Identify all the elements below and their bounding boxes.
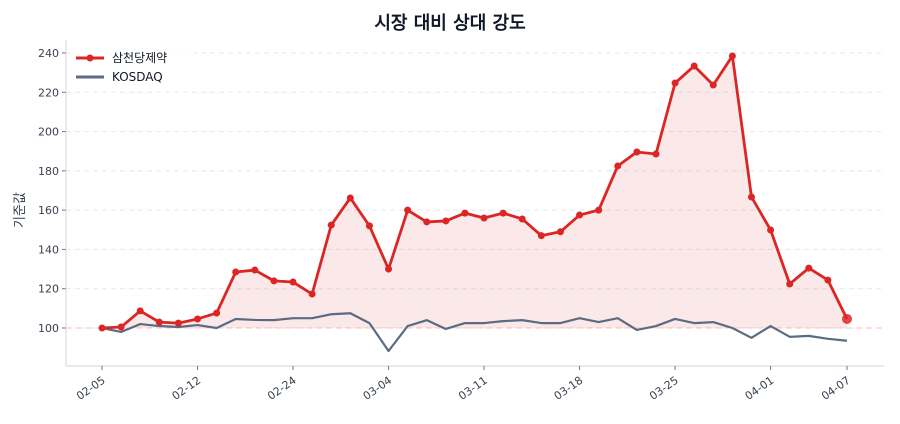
stock-point <box>671 79 679 87</box>
stock-point <box>251 266 259 274</box>
x-tick-label: 02-24 <box>265 374 299 403</box>
stock-point <box>728 52 736 60</box>
stock-point <box>709 81 717 89</box>
stock-point <box>786 280 794 288</box>
x-tick-label: 02-12 <box>170 374 204 403</box>
series-lines <box>98 52 852 353</box>
stock-point <box>480 214 488 222</box>
stock-point <box>747 193 755 201</box>
stock-point <box>767 226 775 234</box>
y-tick-label: 120 <box>38 283 59 296</box>
legend-label-kosdaq: KOSDAQ <box>112 70 163 84</box>
x-tick-label: 03-11 <box>456 374 490 403</box>
stock-point <box>117 323 125 331</box>
stock-point <box>194 315 202 323</box>
stock-point <box>270 277 278 285</box>
stock-point <box>461 209 469 217</box>
y-tick-label: 180 <box>38 165 59 178</box>
y-tick-label: 240 <box>38 47 59 60</box>
stock-point <box>576 211 584 219</box>
stock-point <box>385 265 393 273</box>
x-tick-label: 03-25 <box>647 374 681 403</box>
stock-point <box>365 222 373 230</box>
stock-point <box>423 218 431 226</box>
stock-point <box>556 228 564 236</box>
stock-point <box>232 268 240 276</box>
stock-point <box>327 221 335 229</box>
stock-point <box>614 162 622 170</box>
y-tick-label: 140 <box>38 243 59 256</box>
stock-point <box>442 217 450 225</box>
legend-marker-stock <box>86 54 94 62</box>
chart-title: 시장 대비 상대 강도 <box>374 13 525 34</box>
outperformance-fill <box>102 55 847 328</box>
stock-point <box>690 62 698 70</box>
stock-point <box>155 318 163 326</box>
fill-area <box>66 55 884 329</box>
stock-point <box>518 215 526 223</box>
kosdaq-line <box>101 312 848 353</box>
stock-point <box>213 309 221 317</box>
stock-point <box>595 206 603 214</box>
x-tick-label: 04-07 <box>819 374 853 403</box>
stock-line <box>101 54 849 330</box>
y-tick-label: 220 <box>38 86 59 99</box>
stock-point <box>652 150 660 158</box>
x-tick-label: 03-18 <box>552 374 586 403</box>
stock-point <box>289 278 297 286</box>
grid-lines <box>66 52 884 329</box>
y-tick-label: 160 <box>38 204 59 217</box>
legend: 삼천당제약 KOSDAQ <box>74 50 194 90</box>
legend-label-stock: 삼천당제약 <box>112 50 167 65</box>
stock-point <box>633 148 641 156</box>
y-tick-label: 100 <box>38 322 59 335</box>
stock-point <box>824 276 832 284</box>
stock-point <box>537 232 545 240</box>
stock-point <box>842 313 852 324</box>
stock-point <box>499 209 507 217</box>
stock-point <box>404 206 412 214</box>
stock-point <box>346 194 354 202</box>
x-tick-label: 03-04 <box>361 374 395 403</box>
y-tick-label: 200 <box>38 126 59 139</box>
stock-point <box>98 324 106 332</box>
stock-point <box>805 264 813 272</box>
x-tick-label: 02-05 <box>74 374 108 403</box>
stock-point <box>136 307 144 315</box>
x-tick-label: 04-01 <box>743 374 777 403</box>
y-axis-label: 기준값 <box>13 192 28 228</box>
stock-point <box>174 319 182 327</box>
stock-point <box>308 290 316 298</box>
